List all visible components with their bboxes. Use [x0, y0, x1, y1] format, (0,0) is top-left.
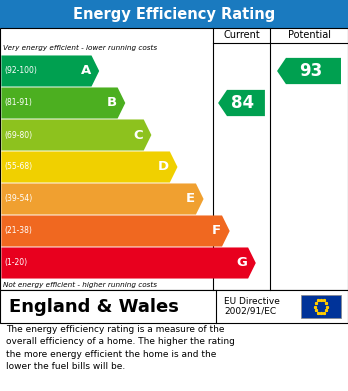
Text: Potential: Potential	[287, 30, 331, 41]
Text: D: D	[158, 160, 169, 174]
Text: 84: 84	[231, 94, 254, 112]
Text: (21-38): (21-38)	[4, 226, 32, 235]
Text: Not energy efficient - higher running costs: Not energy efficient - higher running co…	[3, 282, 157, 288]
Text: England & Wales: England & Wales	[9, 298, 179, 316]
Text: The energy efficiency rating is a measure of the
overall efficiency of a home. T: The energy efficiency rating is a measur…	[6, 325, 235, 371]
Text: Very energy efficient - lower running costs: Very energy efficient - lower running co…	[3, 45, 157, 51]
Text: Energy Efficiency Rating: Energy Efficiency Rating	[73, 7, 275, 22]
Text: EU Directive: EU Directive	[224, 297, 280, 306]
Bar	[0, 290, 348, 323]
Text: Current: Current	[223, 30, 260, 41]
Polygon shape	[277, 58, 341, 84]
Polygon shape	[1, 183, 204, 215]
Text: (1-20): (1-20)	[4, 258, 27, 267]
Polygon shape	[1, 120, 151, 151]
Text: G: G	[237, 256, 247, 269]
Text: 93: 93	[299, 62, 322, 80]
Text: C: C	[133, 129, 143, 142]
Text: (81-91): (81-91)	[4, 99, 32, 108]
Polygon shape	[1, 151, 177, 183]
Text: (39-54): (39-54)	[4, 194, 32, 203]
Text: E: E	[186, 192, 195, 206]
Text: 2002/91/EC: 2002/91/EC	[224, 307, 277, 316]
Polygon shape	[1, 248, 256, 278]
Text: A: A	[80, 65, 91, 77]
Polygon shape	[218, 90, 265, 116]
Polygon shape	[1, 215, 230, 247]
Bar	[0, 0, 348, 28]
Polygon shape	[1, 88, 125, 118]
Polygon shape	[1, 56, 99, 86]
Text: (92-100): (92-100)	[4, 66, 37, 75]
Bar	[301, 295, 341, 318]
Text: (69-80): (69-80)	[4, 131, 32, 140]
Text: (55-68): (55-68)	[4, 163, 32, 172]
Bar	[0, 28, 348, 290]
Text: F: F	[212, 224, 221, 237]
Text: B: B	[107, 97, 117, 109]
